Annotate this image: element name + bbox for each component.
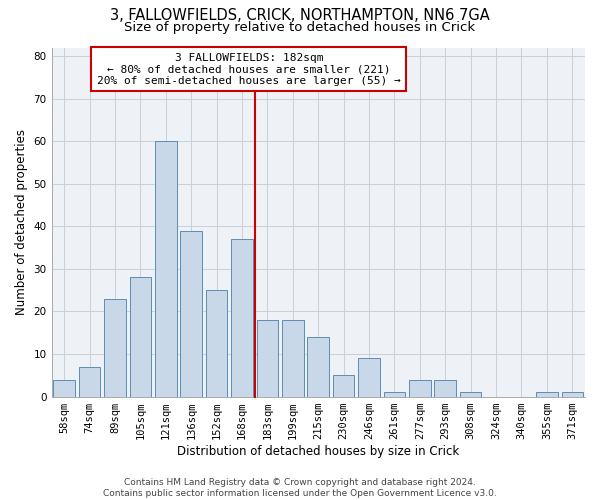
Bar	[460, 392, 481, 396]
Bar	[434, 380, 456, 396]
Bar	[181, 230, 202, 396]
Bar	[307, 337, 329, 396]
Text: 3 FALLOWFIELDS: 182sqm
← 80% of detached houses are smaller (221)
20% of semi-de: 3 FALLOWFIELDS: 182sqm ← 80% of detached…	[97, 52, 401, 86]
Bar	[79, 367, 100, 396]
Text: Size of property relative to detached houses in Crick: Size of property relative to detached ho…	[124, 21, 476, 34]
Bar	[206, 290, 227, 397]
Bar	[536, 392, 557, 396]
Bar	[104, 298, 126, 396]
Bar	[155, 141, 176, 397]
Bar	[53, 380, 75, 396]
Text: Contains HM Land Registry data © Crown copyright and database right 2024.
Contai: Contains HM Land Registry data © Crown c…	[103, 478, 497, 498]
Bar	[358, 358, 380, 397]
Bar	[257, 320, 278, 396]
Bar	[333, 376, 355, 396]
Text: 3, FALLOWFIELDS, CRICK, NORTHAMPTON, NN6 7GA: 3, FALLOWFIELDS, CRICK, NORTHAMPTON, NN6…	[110, 8, 490, 22]
Y-axis label: Number of detached properties: Number of detached properties	[15, 129, 28, 315]
Bar	[383, 392, 405, 396]
Bar	[562, 392, 583, 396]
Bar	[130, 278, 151, 396]
Bar	[231, 239, 253, 396]
Bar	[282, 320, 304, 396]
X-axis label: Distribution of detached houses by size in Crick: Distribution of detached houses by size …	[177, 444, 460, 458]
Bar	[409, 380, 431, 396]
